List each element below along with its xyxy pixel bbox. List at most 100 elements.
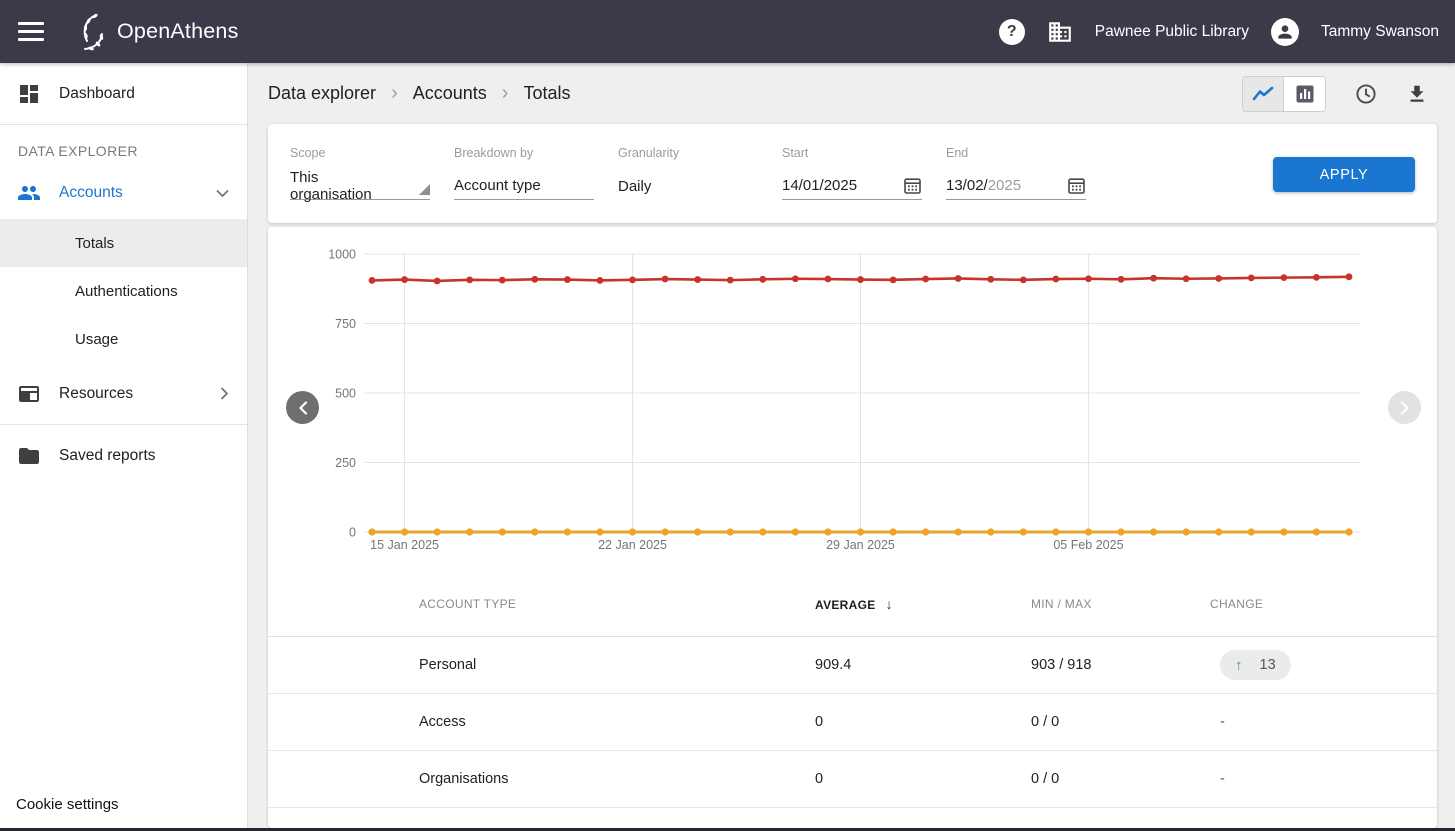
sidebar-item-accounts[interactable]: Accounts — [0, 167, 247, 219]
end-date-value: 13/02/ — [946, 177, 988, 194]
table-row: Personal 909.4 903 / 918 ↑ 13 — [268, 637, 1437, 694]
chevron-right-icon — [1400, 401, 1410, 415]
average-cell: 0 — [815, 771, 1031, 787]
svg-text:1000: 1000 — [328, 248, 356, 262]
sidebar-item-totals[interactable]: Totals — [0, 219, 247, 267]
organisation-name[interactable]: Pawnee Public Library — [1095, 23, 1249, 41]
breadcrumb-totals: Totals — [523, 83, 570, 104]
end-date-value-muted: 2025 — [988, 177, 1021, 194]
granularity-select[interactable]: Granularity Daily — [618, 146, 758, 200]
sidebar-item-resources[interactable]: Resources — [0, 363, 247, 425]
person-icon — [1275, 22, 1295, 42]
average-cell: 909.4 — [815, 657, 1031, 673]
svg-text:05 Feb 2025: 05 Feb 2025 — [1053, 538, 1123, 552]
chart-next-button[interactable] — [1388, 391, 1421, 424]
accounts-people-icon — [17, 180, 41, 206]
change-value: 13 — [1260, 657, 1276, 673]
sidebar-item-label: Accounts — [59, 184, 123, 202]
breakdown-value: Account type — [454, 177, 541, 194]
column-header-average[interactable]: AVERAGE↓ — [815, 596, 1031, 612]
svg-text:750: 750 — [335, 317, 356, 331]
apply-button[interactable]: APPLY — [1273, 157, 1415, 192]
scope-select[interactable]: Scope This organisation — [290, 146, 430, 200]
main-content: Data explorer › Accounts › Totals — [248, 63, 1455, 831]
table-header: ACCOUNT TYPE AVERAGE↓ MIN / MAX CHANGE — [268, 572, 1437, 637]
table-row — [268, 808, 1437, 828]
change-text: - — [1220, 771, 1225, 787]
granularity-value: Daily — [618, 178, 651, 195]
sidebar-item-dashboard[interactable]: Dashboard — [0, 63, 247, 125]
history-button[interactable] — [1354, 82, 1378, 106]
folder-icon — [17, 444, 41, 468]
average-cell: 0 — [815, 714, 1031, 730]
brand-name: OpenAthens — [117, 19, 239, 44]
bar-chart-toggle-button[interactable] — [1284, 77, 1325, 111]
breadcrumb-accounts[interactable]: Accounts — [413, 83, 487, 104]
column-header-account-type[interactable]: ACCOUNT TYPE — [419, 597, 815, 611]
sidebar-item-label: Resources — [59, 385, 133, 403]
sidebar-item-usage[interactable]: Usage — [0, 315, 247, 363]
cookie-settings-link[interactable]: Cookie settings — [16, 796, 119, 813]
column-header-min-max[interactable]: MIN / MAX — [1031, 597, 1210, 611]
breadcrumb-separator-icon: › — [391, 82, 398, 105]
breakdown-select[interactable]: Breakdown by Account type — [454, 146, 594, 200]
openathens-logo-icon — [75, 12, 109, 52]
svg-text:22 Jan 2025: 22 Jan 2025 — [598, 538, 667, 552]
chevron-left-icon — [298, 401, 308, 415]
breadcrumb: Data explorer › Accounts › Totals — [268, 82, 1242, 105]
top-bar: OpenAthens ? Pawnee Public Library Tammy… — [0, 0, 1455, 63]
line-chart-icon — [1252, 86, 1274, 102]
chart-area: 0250500750100015 Jan 202522 Jan 202529 J… — [268, 227, 1437, 572]
dashboard-icon — [17, 82, 41, 106]
dropdown-triangle-icon — [419, 184, 430, 195]
download-icon — [1406, 83, 1428, 105]
calendar-icon[interactable] — [903, 176, 922, 195]
breadcrumb-separator-icon: › — [502, 82, 509, 105]
help-icon[interactable]: ? — [999, 19, 1025, 45]
scope-value: This organisation — [290, 169, 403, 203]
breadcrumb-data-explorer[interactable]: Data explorer — [268, 83, 376, 104]
download-button[interactable] — [1406, 83, 1428, 105]
svg-text:29 Jan 2025: 29 Jan 2025 — [826, 538, 895, 552]
line-chart-toggle-button[interactable] — [1243, 77, 1284, 111]
calendar-icon[interactable] — [1067, 176, 1086, 195]
table-row: Organisations 0 0 / 0 - — [268, 751, 1437, 808]
scope-label: Scope — [290, 146, 430, 160]
svg-text:0: 0 — [349, 526, 356, 540]
line-chart: 0250500750100015 Jan 202522 Jan 202529 J… — [268, 227, 1437, 572]
start-date-field[interactable]: Start 14/01/2025 — [782, 146, 922, 200]
sidebar-item-authentications[interactable]: Authentications — [0, 267, 247, 315]
filter-bar: Scope This organisation Breakdown by Acc… — [268, 124, 1437, 223]
organisation-icon[interactable] — [1047, 19, 1073, 45]
sidebar-item-saved-reports[interactable]: Saved reports — [0, 425, 247, 487]
openathens-logo: OpenAthens — [75, 12, 239, 52]
sidebar-item-label: Saved reports — [59, 447, 156, 465]
granularity-label: Granularity — [618, 146, 758, 160]
avatar[interactable] — [1271, 18, 1299, 46]
breadcrumb-bar: Data explorer › Accounts › Totals — [248, 63, 1455, 124]
sort-desc-icon: ↓ — [886, 596, 893, 612]
sidebar-item-label: Dashboard — [59, 85, 135, 103]
user-name[interactable]: Tammy Swanson — [1321, 23, 1439, 41]
svg-text:250: 250 — [335, 456, 356, 470]
chevron-down-icon — [216, 189, 229, 198]
end-date-field[interactable]: End 13/02/2025 — [946, 146, 1086, 200]
results-card: 0250500750100015 Jan 202522 Jan 202529 J… — [268, 227, 1437, 828]
change-text: - — [1220, 714, 1225, 730]
breakdown-label: Breakdown by — [454, 146, 594, 160]
account-type-cell: Organisations — [419, 771, 815, 787]
svg-text:500: 500 — [335, 387, 356, 401]
table-body: Personal 909.4 903 / 918 ↑ 13 Access — [268, 637, 1437, 828]
sidebar: Dashboard DATA EXPLORER Accounts Totals … — [0, 63, 248, 831]
building-icon — [1047, 19, 1073, 45]
minmax-cell: 903 / 918 — [1031, 657, 1210, 673]
chart-prev-button[interactable] — [286, 391, 319, 424]
start-date-label: Start — [782, 146, 922, 160]
clock-icon — [1354, 82, 1378, 106]
table-row: Access 0 0 / 0 - — [268, 694, 1437, 751]
account-type-cell: Personal — [419, 657, 815, 673]
menu-icon[interactable] — [18, 22, 44, 41]
column-header-change[interactable]: CHANGE — [1210, 597, 1437, 611]
chart-type-toggle — [1242, 76, 1326, 112]
minmax-cell: 0 / 0 — [1031, 714, 1210, 730]
